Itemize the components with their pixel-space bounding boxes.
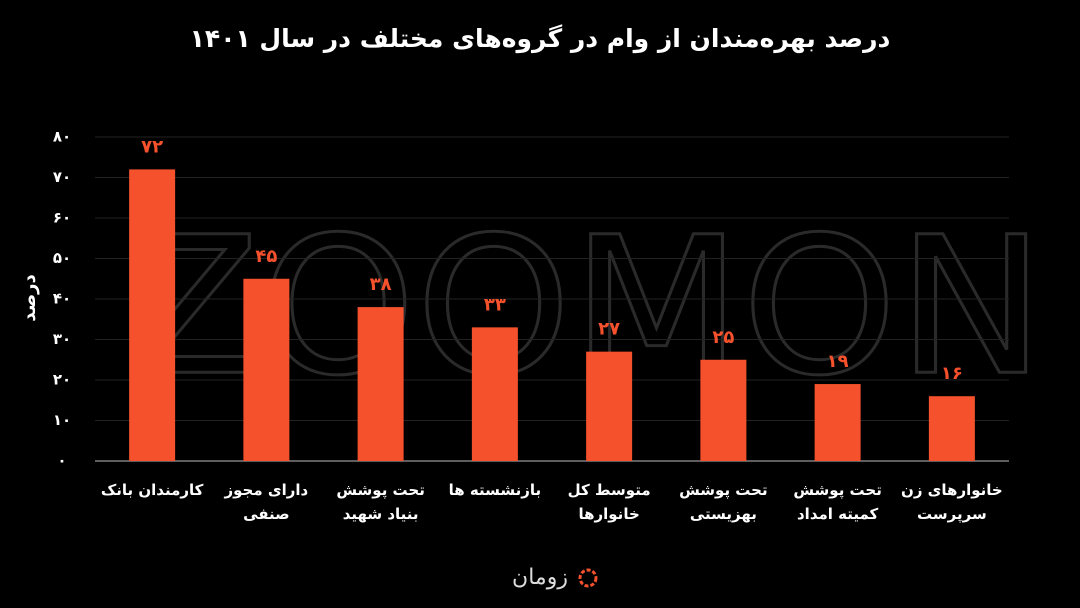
chart-title: درصد بهره‌مندان از وام در گروه‌های مختلف…: [190, 24, 891, 54]
bar: [243, 278, 290, 461]
bar: [129, 169, 176, 461]
bar: [471, 327, 518, 461]
y-axis-label: درصد: [19, 274, 40, 321]
x-tick-label: خانوارهای زن سرپرست: [901, 481, 1003, 523]
y-tick-label: ۸۰: [53, 128, 71, 146]
bar: [586, 351, 633, 461]
x-tick-label: متوسط کل خانوارها: [567, 481, 651, 523]
y-tick-label: ۳۰: [53, 330, 71, 348]
data-label: ۲۷: [598, 319, 620, 340]
y-tick-label: ۲۰: [53, 371, 71, 389]
data-label: ۱۹: [827, 351, 849, 372]
x-tick-label: دارای مجوز صنفی: [224, 481, 309, 523]
y-tick-label: ۴۰: [53, 290, 71, 308]
brand: زومان: [512, 565, 568, 590]
data-label: ۱۶: [941, 363, 963, 384]
bar: [928, 396, 975, 461]
data-label: ۳۸: [370, 274, 392, 295]
data-label: ۷۲: [141, 136, 163, 157]
data-label: ۲۵: [712, 327, 734, 348]
y-tick-label: ۰: [57, 452, 66, 470]
bar: [700, 359, 747, 461]
bar: [814, 384, 861, 461]
x-tick-label: تحت پوشش کمیته امداد: [793, 481, 882, 523]
data-label: ۴۵: [255, 246, 277, 267]
bar: [357, 307, 404, 461]
x-tick-label: کارمندان بانک: [100, 481, 204, 499]
x-tick-label: تحت پوشش بنیاد شهید: [336, 481, 425, 523]
y-tick-label: ۱۰: [53, 411, 71, 429]
data-label: ۳۳: [484, 294, 506, 315]
y-tick-label: ۶۰: [53, 209, 71, 227]
x-tick-label: بازنشسته ها: [448, 481, 542, 499]
brand-logo: [578, 568, 598, 588]
x-tick-label: تحت پوشش بهزیستی: [679, 481, 768, 523]
y-tick-label: ۷۰: [53, 168, 71, 186]
y-tick-label: ۵۰: [53, 249, 71, 267]
